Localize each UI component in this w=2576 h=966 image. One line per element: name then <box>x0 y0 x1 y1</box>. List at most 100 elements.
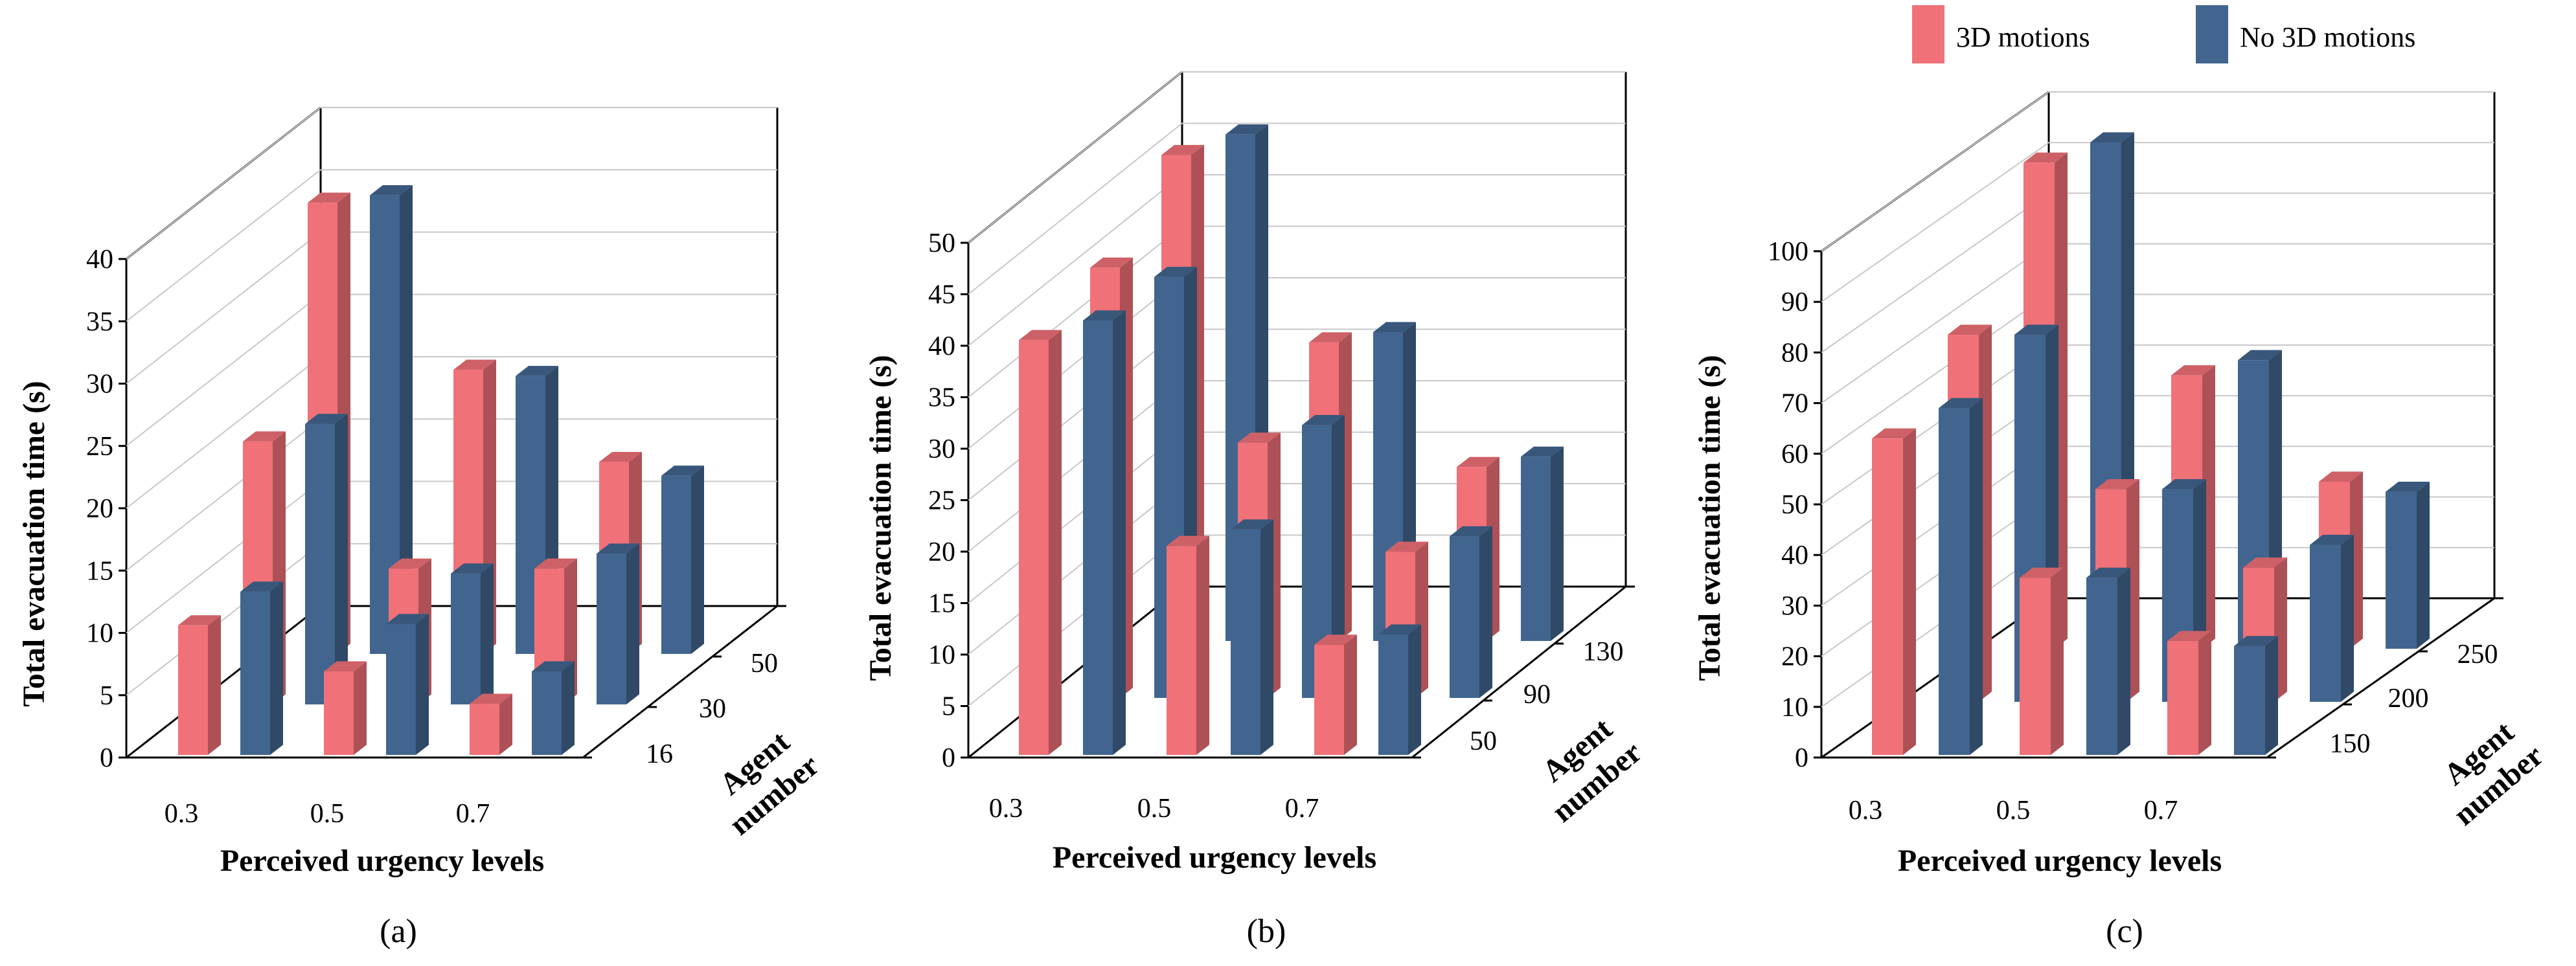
bar-no-3d-motions-side <box>1332 415 1345 698</box>
bar-3d-motions-top <box>324 661 367 672</box>
bar-3d-motions-side <box>208 615 221 755</box>
y-tick-label: 70 <box>1781 389 1808 419</box>
panel-c-caption: (c) <box>2106 913 2143 950</box>
panel-a-y-axis-label: Total evacuation time (s) <box>17 381 51 707</box>
bar-3d-motions <box>1314 635 1357 755</box>
floor-left-edge <box>1821 597 2049 759</box>
x-tick-label: 0.5 <box>310 799 345 829</box>
bar-3d-motions-top <box>1457 456 1499 467</box>
bar-no-3d-motions-front <box>1450 536 1479 698</box>
bar-no-3d-motions <box>305 414 348 704</box>
bar-no-3d-motions <box>370 185 413 655</box>
y-tick-label: 5 <box>100 681 113 711</box>
bar-no-3d-motions-top <box>2162 478 2206 489</box>
bar-no-3d-motions <box>2234 636 2278 755</box>
x-tick-label: 0.5 <box>1996 796 2031 826</box>
y-tick-label: 0 <box>100 743 113 773</box>
bar-3d-motions-top <box>1161 144 1204 155</box>
gridline <box>126 169 777 322</box>
bar-3d-motions-front <box>1314 644 1344 755</box>
y-tick-label: 100 <box>1768 237 1808 267</box>
bar-no-3d-motions-side <box>691 466 704 654</box>
bar-3d-motions-top <box>1238 432 1281 443</box>
bar-3d-motions-top <box>1948 324 1992 335</box>
panel-c-x-ticks: 0.3 0.5 0.7 <box>1849 796 2178 826</box>
gridline <box>968 277 1626 449</box>
bar-3d-motions-front <box>1167 546 1196 755</box>
gridline <box>968 225 1626 398</box>
bar-no-3d-motions-side <box>2341 534 2354 702</box>
bar-no-3d-motions <box>661 466 704 654</box>
panel-b-y-ticks: 0 5 10 15 20 25 30 35 40 45 50 <box>928 229 968 773</box>
bar-3d-motions-front <box>2167 641 2198 755</box>
bar-no-3d-motions <box>1450 526 1492 698</box>
depth-tick-label: 50 <box>1470 726 1497 756</box>
bar-no-3d-motions-side <box>562 661 575 755</box>
bar-no-3d-motions-top <box>532 661 575 672</box>
gridline <box>968 122 1626 295</box>
panel-c-y-axis-label: Total evacuation time (s) <box>1693 355 1727 681</box>
bar-no-3d-motions <box>386 614 429 755</box>
depth-tick-label: 50 <box>751 649 778 679</box>
bar-3d-motions <box>2167 631 2211 755</box>
gridline <box>126 293 777 447</box>
y-tick-label: 10 <box>1781 693 1808 723</box>
x-tick-label: 0.3 <box>165 799 199 829</box>
floor-left-edge <box>126 605 321 759</box>
bar-no-3d-motions <box>1939 398 1983 755</box>
panel-a-bars <box>178 185 704 755</box>
y-tick-label: 20 <box>928 537 955 567</box>
bar-no-3d-motions-side <box>1479 526 1492 698</box>
gridline <box>968 71 1626 243</box>
y-tick-label: 50 <box>928 229 955 258</box>
depth-tick-label: 130 <box>1583 637 1624 667</box>
bar-no-3d-motions-front <box>1083 320 1113 755</box>
bar-3d-motions-side <box>1049 330 1062 755</box>
bar-no-3d-motions-front <box>1231 529 1260 755</box>
panel-c: 0 10 20 30 40 50 60 70 80 90 100 0.3 0.5 0.7 150 2… <box>1693 91 2550 950</box>
y-tick-label: 40 <box>1781 541 1808 570</box>
gridline <box>126 107 777 260</box>
panel-b-frame <box>967 71 1635 759</box>
bar-no-3d-motions-side <box>400 185 413 654</box>
bar-no-3d-motions-front <box>386 623 416 755</box>
bar-3d-motions <box>324 661 367 755</box>
bar-3d-motions-top <box>2023 152 2068 163</box>
gridline <box>968 174 1626 346</box>
bar-no-3d-motions-top <box>386 614 429 624</box>
bar-no-3d-motions-side <box>626 543 639 704</box>
panel-b-y-axis-label: Total evacuation time (s) <box>863 355 898 681</box>
bar-3d-motions-top <box>1872 428 1916 439</box>
bar-3d-motions-top <box>1314 635 1357 645</box>
bar-no-3d-motions-front <box>1521 456 1551 641</box>
bar-3d-motions-top <box>389 558 431 569</box>
y-tick-label: 50 <box>1781 490 1808 520</box>
panel-b-depth-ticks: 50 90 130 <box>1470 637 1624 756</box>
panel-c-bars <box>1872 132 2430 755</box>
bar-no-3d-motions <box>1378 624 1421 755</box>
x-tick-label: 0.7 <box>456 799 490 829</box>
bar-3d-motions-front <box>470 704 499 755</box>
bar-no-3d-motions <box>451 563 494 704</box>
bar-3d-motions-front <box>178 625 208 755</box>
bar-no-3d-motions-top <box>2014 324 2058 335</box>
bar-no-3d-motions-front <box>305 423 335 704</box>
depth-tick-label: 200 <box>2388 684 2429 713</box>
bar-no-3d-motions-front <box>2310 545 2341 702</box>
bar-3d-motions <box>1167 535 1209 755</box>
bar-no-3d-motions-top <box>2310 534 2354 545</box>
bar-no-3d-motions-top <box>1225 124 1268 135</box>
y-tick-label: 25 <box>928 486 955 516</box>
bar-3d-motions-front <box>1019 340 1049 755</box>
floor-right-edge <box>582 605 778 759</box>
floor-left-edge <box>968 585 1183 759</box>
bar-no-3d-motions-side <box>1551 446 1564 641</box>
bar-no-3d-motions-top <box>2386 481 2430 492</box>
bar-no-3d-motions-front <box>2234 646 2265 755</box>
bar-no-3d-motions <box>532 661 575 755</box>
bar-3d-motions-front <box>2020 578 2051 755</box>
bar-no-3d-motions-side <box>416 614 429 755</box>
bar-no-3d-motions-front <box>2086 578 2117 755</box>
bar-no-3d-motions-side <box>335 414 348 704</box>
